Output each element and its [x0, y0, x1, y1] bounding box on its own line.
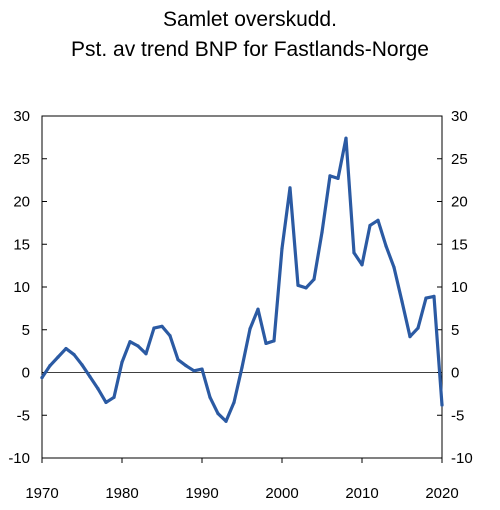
data-point	[112, 395, 116, 399]
data-point	[384, 244, 388, 248]
x-axis-ticks: 1970 1980 1990 2000 2010 2020	[25, 458, 459, 502]
x-tick-label: 2000	[265, 485, 298, 502]
right-tick-label: -10	[451, 450, 473, 467]
x-tick-label: 2020	[425, 485, 458, 502]
data-point	[56, 355, 60, 359]
x-tick-label: 1970	[25, 485, 58, 502]
left-tick-label: 0	[22, 365, 30, 382]
chart-title-line-2: Pst. av trend BNP for Fastlands-Norge	[71, 38, 429, 61]
data-point	[160, 324, 164, 328]
data-point	[48, 364, 52, 368]
data-point	[440, 403, 444, 407]
data-point	[400, 299, 404, 304]
data-point	[168, 334, 172, 338]
data-point	[136, 344, 140, 348]
left-tick-label: 10	[13, 279, 30, 296]
data-point	[240, 365, 244, 369]
data-point	[192, 369, 196, 373]
right-tick-label: 20	[451, 194, 468, 211]
data-point	[312, 277, 316, 281]
left-tick-label: 30	[13, 108, 30, 125]
data-point	[392, 265, 396, 269]
data-point	[376, 218, 380, 222]
data-point	[184, 364, 188, 368]
data-point	[224, 419, 228, 423]
data-point	[216, 411, 220, 416]
left-tick-label: 20	[13, 194, 30, 211]
data-point	[152, 326, 156, 330]
data-point	[432, 294, 436, 299]
left-axis-ticks: -10 -5 0 5 10 15 20 25 30	[8, 108, 47, 467]
data-point	[336, 176, 340, 181]
data-point	[296, 283, 300, 287]
x-tick-label: 1990	[185, 485, 218, 502]
x-tick-label: 2010	[345, 485, 378, 502]
data-point	[256, 307, 260, 311]
right-tick-label: 10	[451, 279, 468, 296]
right-tick-label: 25	[451, 151, 468, 168]
data-point	[80, 363, 84, 367]
right-tick-label: 5	[451, 322, 459, 339]
data-point	[408, 334, 412, 339]
data-point	[368, 223, 372, 228]
data-point	[248, 327, 252, 331]
data-point	[72, 352, 76, 357]
data-point	[200, 367, 204, 371]
data-point	[328, 174, 332, 178]
data-point	[280, 246, 284, 251]
data-point	[264, 341, 268, 346]
data-point	[416, 326, 420, 330]
right-tick-label: 30	[451, 108, 468, 125]
data-point	[96, 387, 100, 391]
left-tick-label: -10	[8, 450, 30, 467]
data-point	[352, 251, 356, 255]
plot-frame	[41, 115, 443, 459]
data-point	[88, 375, 92, 379]
data-point	[272, 339, 276, 343]
data-point	[344, 136, 348, 140]
chart-title-line-1: Samlet overskudd.	[163, 8, 337, 31]
left-tick-label: 15	[13, 236, 30, 253]
data-point	[176, 358, 180, 362]
data-point	[120, 360, 124, 364]
right-tick-label: 0	[451, 365, 459, 382]
data-point	[64, 346, 68, 351]
data-point	[104, 400, 108, 405]
data-point	[128, 340, 132, 344]
data-points	[40, 136, 444, 423]
data-point	[208, 395, 212, 399]
left-tick-label: -5	[17, 407, 30, 424]
right-tick-label: -5	[451, 407, 464, 424]
data-point	[360, 263, 364, 267]
data-point	[320, 230, 324, 234]
data-point	[232, 400, 236, 405]
data-point	[288, 186, 292, 190]
data-point	[144, 352, 148, 356]
left-tick-label: 5	[22, 322, 30, 339]
data-point	[304, 286, 308, 290]
right-axis-ticks: -10 -5 0 5 10 15 20 25 30	[437, 108, 473, 467]
x-tick-label: 1980	[105, 485, 138, 502]
data-point	[40, 376, 44, 380]
data-point	[424, 296, 428, 300]
right-tick-label: 15	[451, 236, 468, 253]
series-line	[40, 136, 444, 423]
left-tick-label: 25	[13, 151, 30, 168]
